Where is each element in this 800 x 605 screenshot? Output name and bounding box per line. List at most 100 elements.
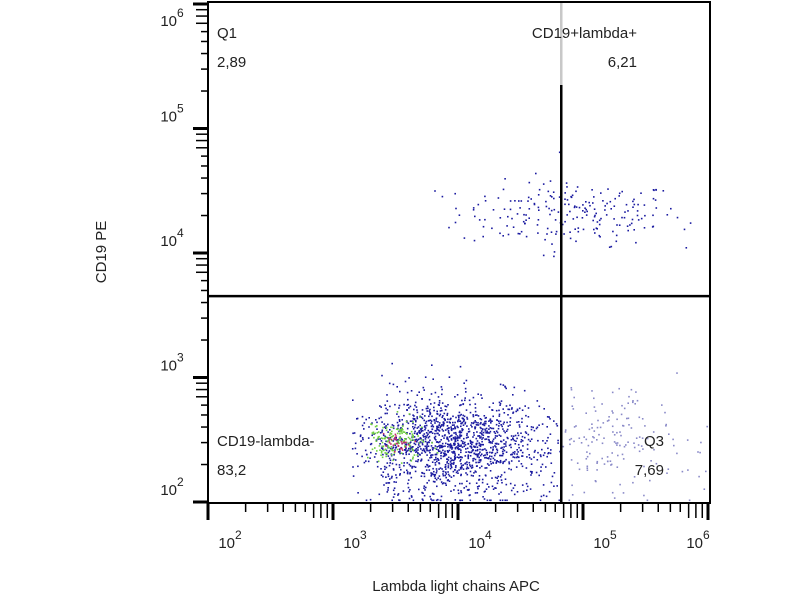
event-point — [393, 481, 395, 483]
event-point — [403, 414, 405, 417]
event-point — [511, 217, 513, 220]
event-point — [399, 499, 401, 502]
event-point — [460, 462, 462, 465]
event-point — [485, 449, 488, 452]
event-point — [427, 433, 429, 435]
event-point — [406, 469, 408, 472]
event-point — [608, 416, 610, 418]
event-point — [418, 431, 420, 433]
event-point — [479, 454, 482, 457]
event-point — [429, 412, 432, 415]
event-point — [451, 434, 453, 437]
event-point — [416, 416, 418, 418]
event-point — [460, 422, 462, 425]
event-point — [447, 466, 450, 469]
event-point — [454, 396, 456, 398]
event-point — [472, 414, 474, 416]
event-point — [521, 440, 524, 442]
event-point — [467, 457, 470, 460]
event-point — [365, 418, 367, 421]
event-point — [462, 403, 465, 405]
event-point — [703, 488, 706, 490]
event-point — [404, 380, 407, 383]
event-point — [494, 442, 497, 445]
event-point — [398, 466, 401, 469]
event-point — [413, 465, 415, 468]
event-point — [556, 485, 558, 487]
event-point — [488, 425, 490, 427]
event-point — [424, 422, 427, 424]
event-point — [413, 432, 416, 435]
event-point — [650, 460, 652, 462]
event-point — [420, 448, 422, 450]
event-point — [699, 451, 701, 454]
quadrant-label-q4: CD19-lambda- — [217, 433, 315, 450]
event-point — [506, 436, 509, 439]
event-point — [447, 456, 450, 459]
event-point — [412, 446, 414, 448]
event-point — [431, 432, 434, 434]
event-point — [428, 449, 430, 452]
event-point — [494, 459, 496, 461]
event-point — [442, 424, 445, 426]
event-point — [380, 437, 383, 439]
event-point — [378, 417, 380, 420]
event-point — [415, 448, 418, 450]
event-point — [410, 390, 413, 392]
event-point — [498, 413, 501, 416]
event-point — [436, 446, 439, 448]
event-point — [447, 444, 450, 446]
event-point — [371, 448, 374, 451]
event-point — [613, 497, 616, 499]
event-point — [461, 482, 463, 485]
event-point — [476, 492, 479, 494]
event-point — [432, 467, 434, 470]
event-point — [479, 422, 482, 425]
event-point — [582, 228, 585, 231]
event-point — [434, 447, 437, 450]
event-point — [466, 447, 469, 450]
event-point — [509, 421, 511, 423]
event-point — [654, 199, 657, 201]
event-point — [460, 445, 462, 447]
event-point — [381, 437, 384, 440]
event-point — [391, 424, 394, 426]
event-point — [437, 457, 439, 460]
event-point — [431, 447, 434, 449]
event-point — [408, 463, 411, 466]
event-point — [573, 206, 576, 209]
event-point — [548, 207, 550, 210]
event-point — [585, 438, 588, 441]
event-point — [452, 421, 454, 424]
event-point — [472, 475, 474, 477]
event-point — [585, 412, 587, 414]
event-point — [626, 225, 629, 227]
event-point — [465, 468, 468, 470]
event-point — [598, 219, 601, 222]
event-point — [462, 440, 464, 443]
quadrant-gate[interactable] — [208, 3, 710, 503]
event-point — [651, 226, 654, 228]
event-point — [397, 493, 400, 495]
event-point — [602, 200, 604, 202]
event-point — [615, 442, 617, 445]
event-point — [435, 420, 437, 422]
event-point — [546, 426, 548, 428]
event-point — [438, 414, 441, 417]
event-point — [390, 438, 393, 441]
event-point — [612, 431, 614, 433]
event-point — [400, 429, 403, 431]
event-point — [673, 444, 675, 447]
event-point — [468, 482, 471, 485]
event-point — [416, 411, 419, 414]
event-point — [396, 386, 398, 388]
event-point — [506, 421, 508, 424]
event-point — [504, 443, 507, 445]
event-point — [426, 454, 428, 456]
event-point — [384, 427, 387, 429]
event-point — [530, 438, 533, 440]
event-point — [557, 442, 559, 444]
event-point — [453, 450, 455, 453]
event-point — [467, 467, 470, 470]
event-point — [426, 441, 429, 444]
